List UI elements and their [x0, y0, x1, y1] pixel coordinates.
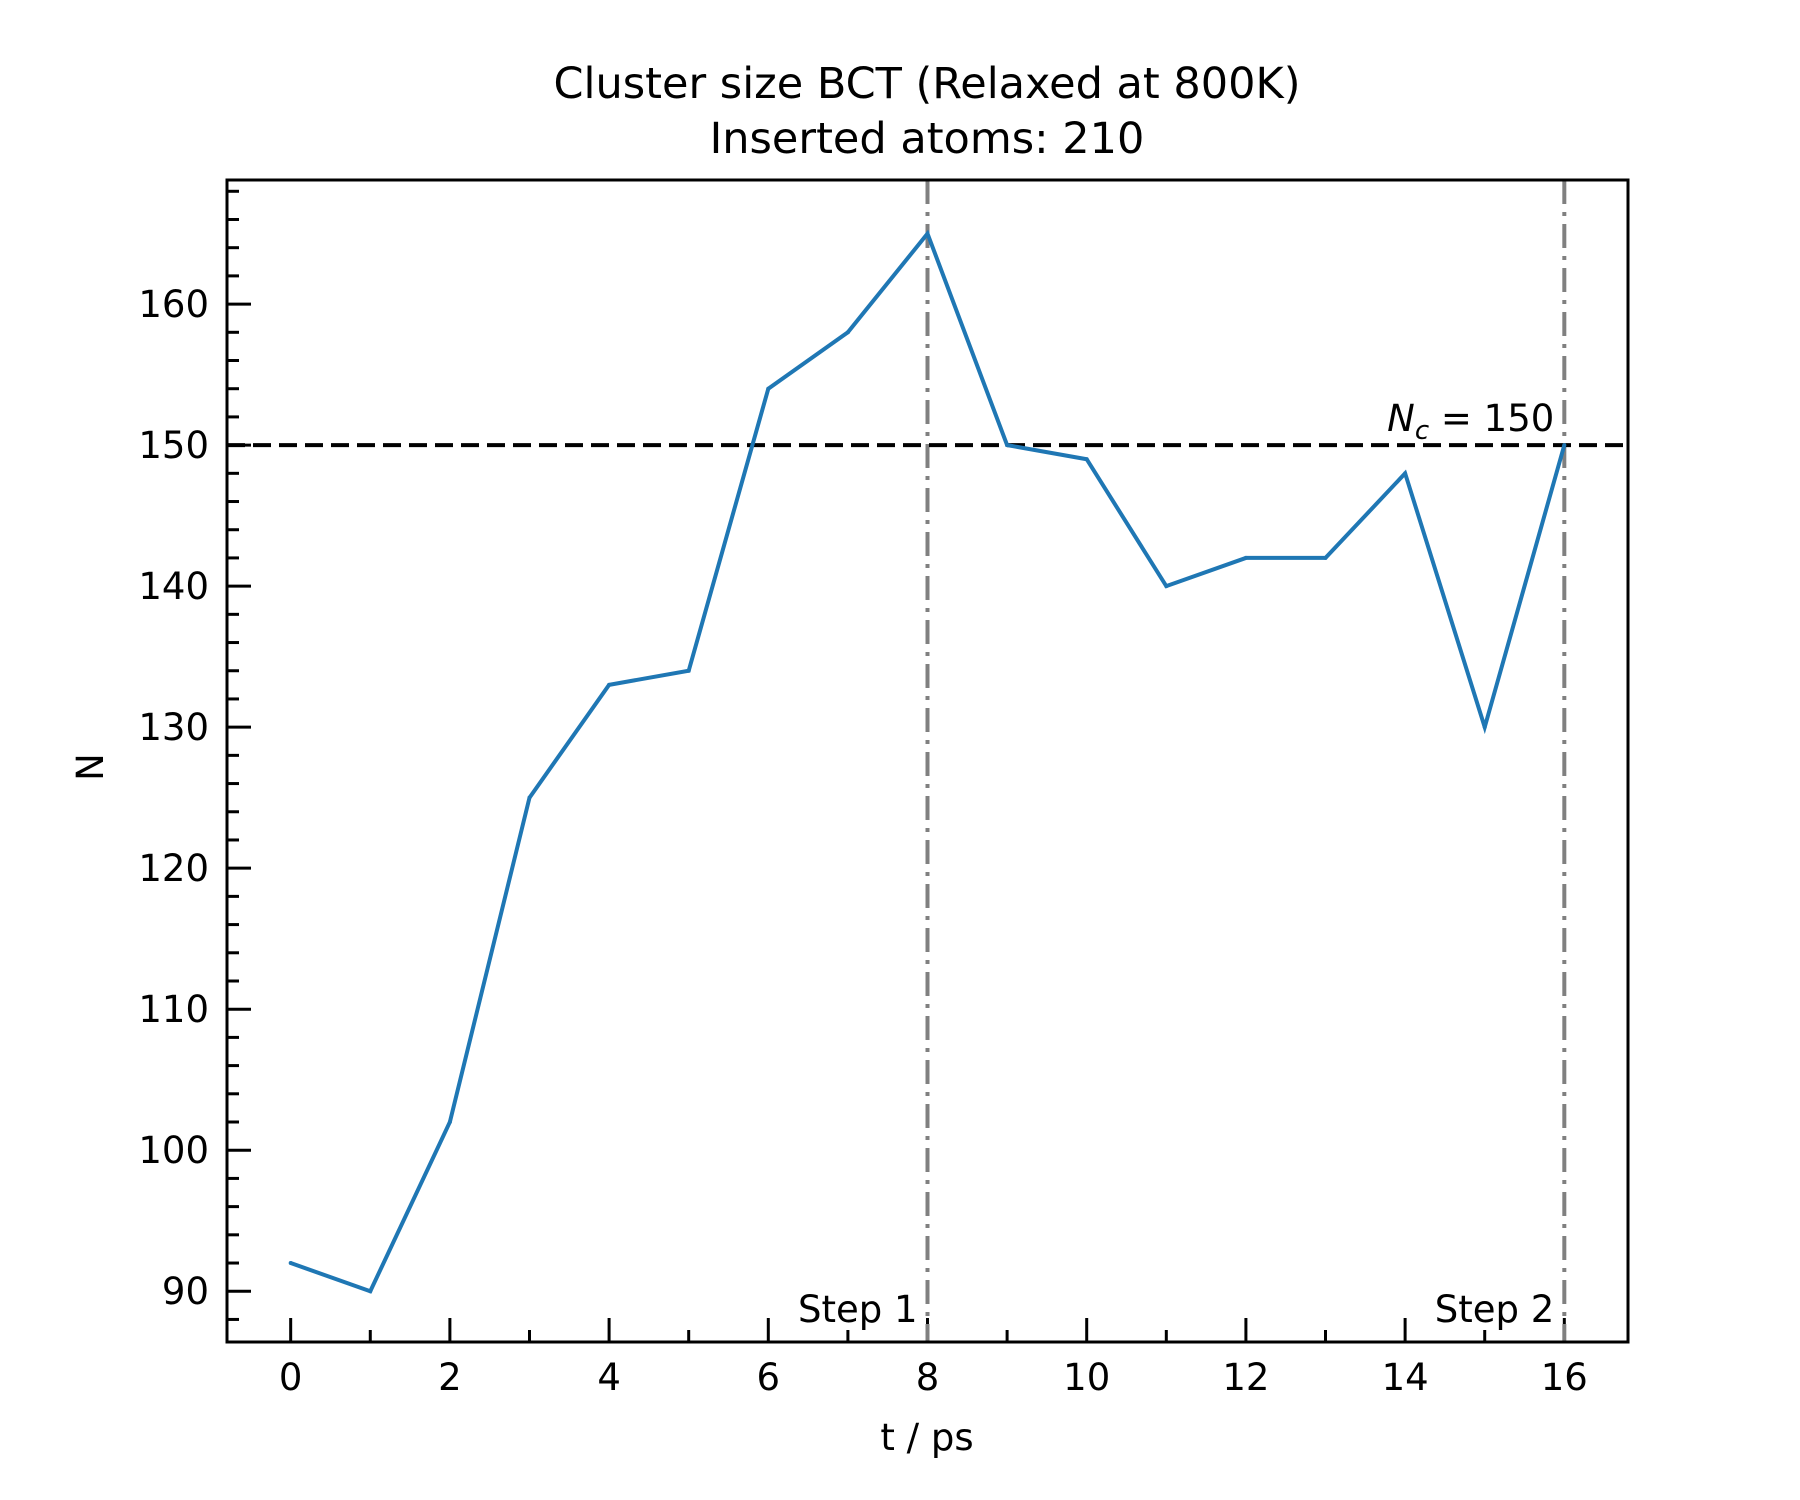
x-tick-label: 0	[279, 1356, 303, 1399]
data-point	[1482, 725, 1487, 730]
data-point	[1243, 555, 1248, 560]
y-tick-label: 110	[138, 988, 209, 1031]
series-layer	[288, 229, 1567, 1294]
plot-frame	[225, 178, 1630, 1344]
step-marker-label: Step 1	[798, 1288, 918, 1331]
data-point	[845, 330, 850, 335]
data-point	[607, 682, 612, 687]
data-point	[1164, 584, 1169, 589]
x-tick-label: 4	[597, 1356, 621, 1399]
data-point	[527, 795, 532, 800]
step-marker-label: Step 2	[1435, 1288, 1555, 1331]
chart-title: Cluster size BCT (Relaxed at 800K)	[554, 59, 1301, 109]
y-tick-label: 90	[162, 1270, 209, 1313]
y-tick-label: 140	[138, 565, 209, 608]
data-point	[925, 231, 930, 236]
x-tick-label: 10	[1063, 1356, 1110, 1399]
y-tick-label: 100	[138, 1129, 209, 1172]
x-tick-label: 8	[916, 1356, 940, 1399]
y-tick-label: 150	[138, 424, 209, 467]
data-point	[1403, 471, 1408, 476]
y-tick-label: 160	[138, 283, 209, 326]
x-tick-label: 12	[1222, 1356, 1269, 1399]
x-tick-label: 16	[1541, 1356, 1588, 1399]
x-tick-label: 2	[438, 1356, 462, 1399]
data-point	[288, 1261, 293, 1266]
data-point	[686, 668, 691, 673]
y-tick-label: 120	[138, 847, 209, 890]
data-point	[766, 386, 771, 391]
y-axis-label: N	[69, 753, 112, 781]
data-point	[1084, 457, 1089, 462]
x-tick-label: 14	[1382, 1356, 1429, 1399]
y-tick-label: 130	[138, 706, 209, 749]
x-tick-label: 6	[757, 1356, 781, 1399]
data-point	[447, 1120, 452, 1125]
data-point	[368, 1289, 373, 1294]
reference-lines: Step 1 Step 2 Nc = 150	[227, 180, 1628, 1342]
data-point	[1323, 555, 1328, 560]
x-axis-label: t / ps	[880, 1416, 973, 1459]
chart-subtitle: Inserted atoms: 210	[710, 114, 1145, 164]
data-point	[1562, 443, 1567, 448]
data-point	[1005, 443, 1010, 448]
axis-ticks: 0 2 4 6 8 10 12 14 16 90 100 110 120 130 140 150 160	[138, 189, 1588, 1399]
threshold-label: Nc = 150	[1387, 397, 1554, 446]
